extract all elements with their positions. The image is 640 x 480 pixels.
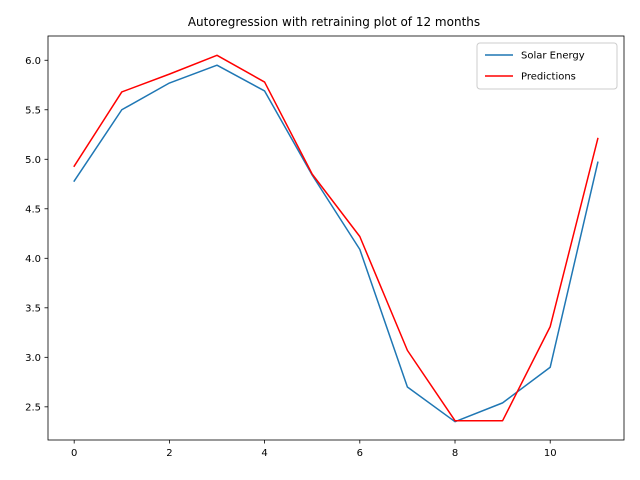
- x-tick-label: 0: [71, 448, 77, 459]
- x-tick-label: 4: [261, 448, 267, 459]
- y-tick-label: 6.0: [25, 56, 41, 67]
- series-line-solar-energy: [73, 64, 599, 423]
- legend: Solar Energy Predictions: [476, 42, 618, 90]
- y-tick-label: 5.5: [25, 105, 41, 116]
- y-tick-label: 3.0: [25, 353, 41, 364]
- x-tick-label: 10: [544, 448, 557, 459]
- y-tick-label: 4.0: [25, 254, 41, 265]
- y-tick-label: 4.5: [25, 204, 41, 215]
- x-tick-label: 8: [452, 448, 458, 459]
- legend-label-predictions: Predictions: [521, 72, 576, 83]
- x-tick-label: 2: [166, 448, 172, 459]
- series-line-predictions: [73, 54, 599, 422]
- chart-title: Autoregression with retraining plot of 1…: [188, 15, 480, 29]
- y-tick-label: 2.5: [25, 402, 41, 413]
- axes-frame: [47, 35, 625, 441]
- y-tick-label: 5.0: [25, 155, 41, 166]
- plot-area: 0 2 4 6 8 10 2.5 3.0 3.5 4.0 4.5 5.0 5.5 6.0: [25, 35, 625, 459]
- x-tick-label: 6: [357, 448, 363, 459]
- y-tick-label: 3.5: [25, 303, 41, 314]
- legend-label-solar-energy: Solar Energy: [521, 51, 585, 62]
